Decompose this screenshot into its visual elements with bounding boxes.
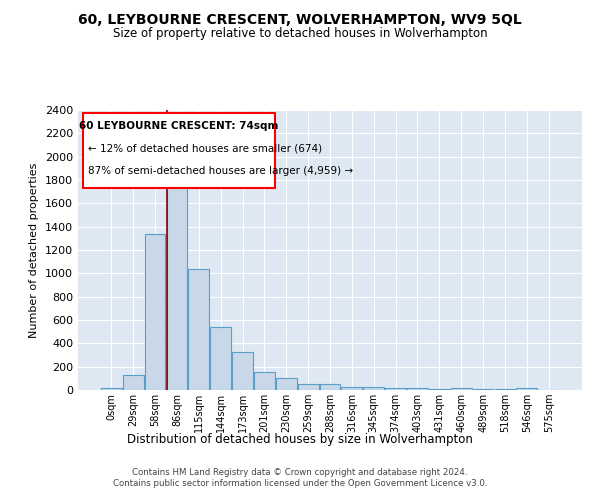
Bar <box>451 388 472 390</box>
Bar <box>385 388 406 390</box>
Text: Distribution of detached houses by size in Wolverhampton: Distribution of detached houses by size … <box>127 432 473 446</box>
Text: Contains HM Land Registry data © Crown copyright and database right 2024.
Contai: Contains HM Land Registry data © Crown c… <box>113 468 487 487</box>
Bar <box>210 327 231 390</box>
Text: 87% of semi-detached houses are larger (4,959) →: 87% of semi-detached houses are larger (… <box>88 166 353 176</box>
Bar <box>276 378 296 390</box>
Bar <box>254 372 275 390</box>
Bar <box>232 352 253 390</box>
Text: ← 12% of detached houses are smaller (674): ← 12% of detached houses are smaller (67… <box>88 144 322 154</box>
Bar <box>123 376 143 390</box>
Bar <box>188 269 209 390</box>
Text: 60 LEYBOURNE CRESCENT: 74sqm: 60 LEYBOURNE CRESCENT: 74sqm <box>79 121 278 131</box>
Bar <box>320 384 340 390</box>
Bar <box>364 387 384 390</box>
Bar <box>101 388 122 390</box>
Bar <box>167 170 187 390</box>
Text: Size of property relative to detached houses in Wolverhampton: Size of property relative to detached ho… <box>113 28 487 40</box>
Bar <box>341 386 362 390</box>
Bar <box>407 388 428 390</box>
Bar <box>145 234 166 390</box>
Text: 60, LEYBOURNE CRESCENT, WOLVERHAMPTON, WV9 5QL: 60, LEYBOURNE CRESCENT, WOLVERHAMPTON, W… <box>78 12 522 26</box>
FancyBboxPatch shape <box>83 113 275 188</box>
Bar <box>517 388 537 390</box>
Y-axis label: Number of detached properties: Number of detached properties <box>29 162 40 338</box>
Bar <box>298 384 319 390</box>
